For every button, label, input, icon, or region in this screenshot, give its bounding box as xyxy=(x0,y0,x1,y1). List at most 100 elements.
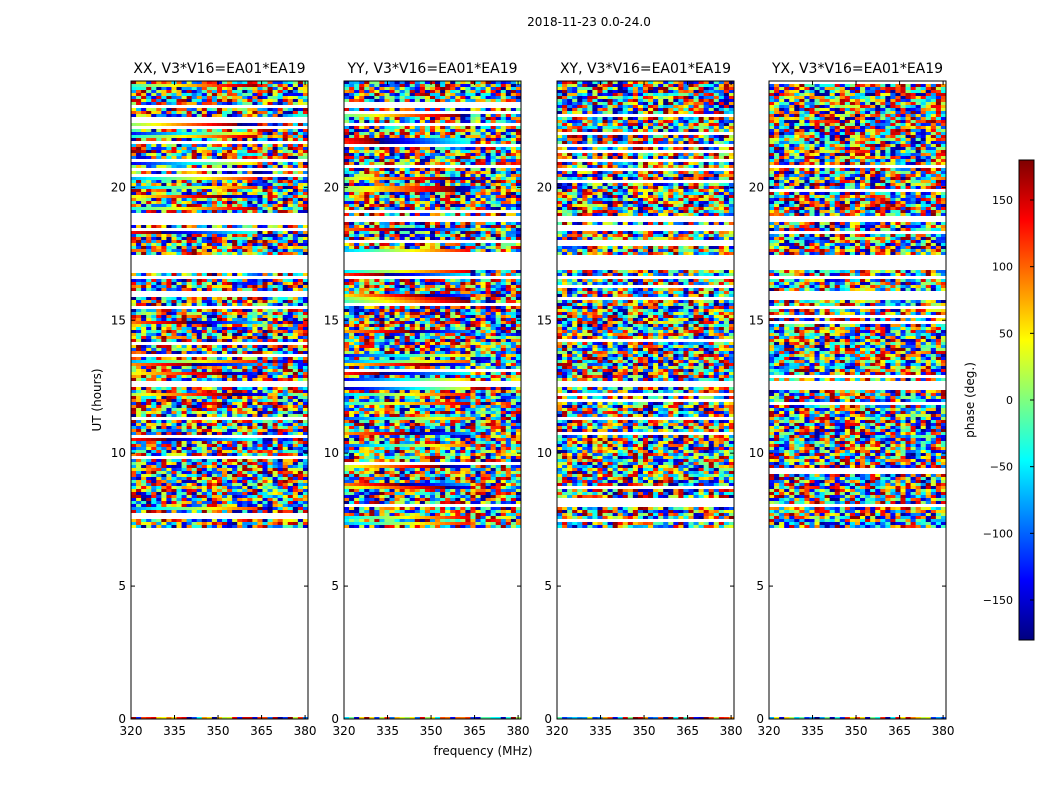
heatmap-cell xyxy=(394,138,401,141)
heatmap-cell xyxy=(272,84,279,87)
heatmap-cell xyxy=(176,204,182,207)
heatmap-cell xyxy=(272,210,279,213)
heatmap-cell xyxy=(429,93,436,96)
heatmap-cell xyxy=(282,111,289,114)
heatmap-cell xyxy=(282,507,289,510)
heatmap-cell xyxy=(247,189,253,192)
heatmap-cell xyxy=(166,123,172,126)
heatmap-cell xyxy=(216,432,223,435)
heatmap-cell xyxy=(201,123,208,126)
heatmap-cell xyxy=(440,147,446,150)
heatmap-cell xyxy=(161,498,167,501)
heatmap-cell xyxy=(237,180,243,183)
heatmap-cell xyxy=(292,492,299,495)
heatmap-cell xyxy=(389,129,395,132)
heatmap-cell xyxy=(131,366,137,369)
heatmap-cell xyxy=(166,312,172,315)
heatmap-cell xyxy=(237,225,243,228)
heatmap-cell xyxy=(227,189,233,192)
heatmap-cell xyxy=(262,402,268,405)
heatmap-cell xyxy=(161,447,167,450)
heatmap-cell xyxy=(257,282,263,285)
heatmap-cell xyxy=(242,273,248,276)
heatmap-cell xyxy=(364,114,370,117)
heatmap-cell xyxy=(222,312,228,315)
heatmap-cell xyxy=(302,453,309,456)
heatmap-cell xyxy=(257,438,263,441)
heatmap-cell xyxy=(292,150,299,153)
heatmap-cell xyxy=(186,408,193,411)
heatmap-cell xyxy=(262,348,268,351)
heatmap-cell xyxy=(272,390,279,393)
heatmap-cell xyxy=(131,363,137,366)
heatmap-cell xyxy=(222,225,228,228)
heatmap-cell xyxy=(181,81,188,84)
heatmap-cell xyxy=(445,129,451,132)
heatmap-cell xyxy=(257,345,263,348)
heatmap-cell xyxy=(211,483,218,486)
heatmap-cell xyxy=(282,135,289,138)
heatmap-cell xyxy=(455,135,461,138)
heatmap-cell xyxy=(151,144,157,147)
heatmap-cell xyxy=(151,450,157,453)
heatmap-cell xyxy=(277,138,284,141)
heatmap-cell xyxy=(141,396,147,399)
heatmap-cell xyxy=(272,330,279,333)
heatmap-cell xyxy=(176,243,182,246)
heatmap-cell xyxy=(191,231,198,234)
heatmap-cell xyxy=(196,288,203,291)
heatmap-cell xyxy=(222,156,228,159)
heatmap-cell xyxy=(297,114,304,117)
heatmap-cell xyxy=(252,450,258,453)
heatmap-cell xyxy=(141,303,147,306)
heatmap-cell xyxy=(414,99,421,102)
heatmap-cell xyxy=(297,474,304,477)
heatmap-cell xyxy=(297,378,304,381)
heatmap-cell xyxy=(247,480,253,483)
heatmap-cell xyxy=(141,123,147,126)
heatmap-cell xyxy=(176,411,182,414)
heatmap-cell xyxy=(176,138,182,141)
heatmap-cell xyxy=(297,234,304,237)
heatmap-cell xyxy=(344,132,350,135)
heatmap-cell xyxy=(414,150,421,153)
heatmap-cell xyxy=(262,90,268,93)
heatmap-cell xyxy=(389,132,395,135)
heatmap-cell xyxy=(196,390,203,393)
heatmap-cell xyxy=(247,84,253,87)
heatmap-cell xyxy=(136,522,142,525)
heatmap-cell xyxy=(440,81,446,84)
heatmap-cell xyxy=(196,477,203,480)
heatmap-cell xyxy=(171,351,177,354)
heatmap-cell xyxy=(364,87,370,90)
heatmap-cell xyxy=(475,120,481,123)
heatmap-cell xyxy=(282,129,289,132)
heatmap-cell xyxy=(206,288,213,291)
heatmap-cell xyxy=(211,243,218,246)
heatmap-cell xyxy=(136,240,142,243)
heatmap-cell xyxy=(272,393,279,396)
heatmap-cell xyxy=(399,108,406,111)
heatmap-cell xyxy=(414,84,421,87)
heatmap-cell xyxy=(267,333,273,336)
heatmap-cell xyxy=(186,210,193,213)
heatmap-cell xyxy=(171,123,177,126)
heatmap-cell xyxy=(277,501,284,504)
heatmap-cell xyxy=(166,438,172,441)
heatmap-cell xyxy=(136,99,142,102)
heatmap-cell xyxy=(237,192,243,195)
heatmap-cell xyxy=(191,252,198,255)
heatmap-cell xyxy=(201,396,208,399)
heatmap-cell xyxy=(287,180,294,183)
heatmap-cell xyxy=(277,186,284,189)
heatmap-cell xyxy=(297,375,304,378)
heatmap-cell xyxy=(232,198,238,201)
heatmap-cell xyxy=(227,339,233,342)
heatmap-cell xyxy=(136,444,142,447)
heatmap-cell xyxy=(257,441,263,444)
heatmap-cell xyxy=(485,126,492,129)
heatmap-cell xyxy=(242,468,248,471)
heatmap-cell xyxy=(216,234,223,237)
heatmap-cell xyxy=(242,249,248,252)
heatmap-cell xyxy=(252,303,258,306)
